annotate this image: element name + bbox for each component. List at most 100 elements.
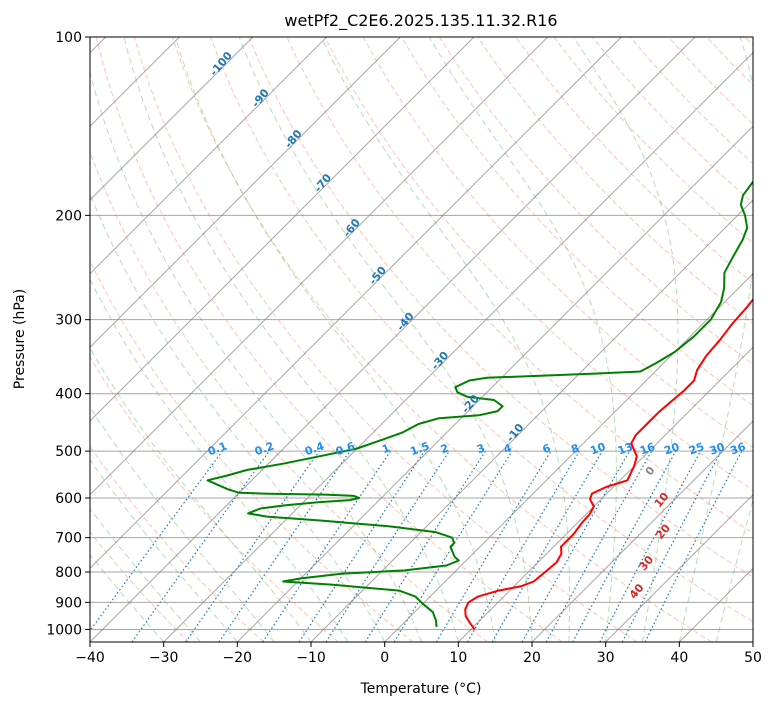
mixing-ratio-label: 0.4 bbox=[303, 439, 326, 458]
y-tick-label: 200 bbox=[55, 208, 82, 224]
dry-adiabat-line bbox=[515, 37, 753, 284]
isotherm-gridline bbox=[90, 37, 549, 496]
moist-adiabat-line bbox=[90, 406, 275, 642]
dry-adiabat-line bbox=[90, 356, 339, 642]
y-tick-label: 500 bbox=[55, 444, 82, 460]
x-tick-label: 40 bbox=[670, 650, 688, 666]
mixing-ratio-label: 3 bbox=[475, 442, 487, 457]
x-tick-label: −40 bbox=[75, 650, 105, 666]
dry-adiabat-line bbox=[171, 37, 712, 642]
mixing-ratio-line bbox=[545, 450, 653, 642]
moist-adiabat-line bbox=[320, 37, 571, 642]
dry-adiabat-line bbox=[210, 37, 753, 623]
dry-adiabat-line bbox=[324, 37, 753, 491]
dry-adiabat-line bbox=[90, 531, 190, 642]
mixing-ratio-label: 36 bbox=[728, 440, 747, 458]
mixing-ratio-line bbox=[131, 450, 270, 642]
mixing-ratio-label: 0.1 bbox=[206, 439, 229, 458]
mixing-ratio-label: 20 bbox=[662, 440, 681, 458]
x-tick-label: 10 bbox=[449, 650, 467, 666]
moist-adiabat-line bbox=[715, 497, 753, 642]
isotherm-gridline bbox=[236, 125, 753, 642]
y-tick-label: 100 bbox=[55, 30, 82, 46]
dry-adiabat-line bbox=[248, 37, 753, 578]
y-tick-label: 900 bbox=[55, 595, 82, 611]
moist-adiabat-line bbox=[90, 507, 201, 642]
mixing-ratio-label: 1.5 bbox=[408, 439, 431, 458]
mixing-ratio-line bbox=[325, 450, 450, 642]
moist-adiabat-line bbox=[123, 37, 459, 642]
isotherm-gridline bbox=[310, 199, 753, 642]
plot-frame bbox=[89, 36, 754, 643]
moist-adiabat-line bbox=[238, 37, 533, 642]
y-tick-label: 300 bbox=[55, 313, 82, 329]
mixing-ratio-label: 2 bbox=[439, 441, 451, 456]
mixing-ratio-line bbox=[218, 450, 351, 642]
dry-adiabat-line bbox=[90, 150, 488, 642]
isotherm-gridline bbox=[605, 493, 753, 642]
mixing-ratio-line bbox=[572, 450, 677, 642]
x-tick-label: −10 bbox=[296, 650, 326, 666]
isotherm-gridline bbox=[531, 420, 753, 642]
dry-adiabat-line bbox=[90, 445, 264, 642]
x-tick-label: 30 bbox=[597, 650, 615, 666]
mixing-ratio-line bbox=[185, 450, 320, 642]
mixing-ratio-line bbox=[262, 450, 392, 642]
dry-adiabat-line bbox=[133, 37, 638, 642]
isotherm-gridline bbox=[163, 51, 753, 642]
mixing-ratio-line bbox=[90, 450, 223, 632]
moist-adiabat-line bbox=[428, 37, 617, 642]
isotherm-gridline bbox=[90, 37, 696, 642]
y-tick-label: 1000 bbox=[46, 622, 82, 638]
dry-adiabat-line bbox=[95, 37, 563, 642]
mixing-ratio-label: 0.2 bbox=[253, 439, 276, 458]
moist-adiabat-line bbox=[90, 278, 349, 642]
isotherm-gridline bbox=[90, 37, 401, 349]
x-tick-label: 0 bbox=[380, 650, 389, 666]
x-tick-label: 20 bbox=[523, 650, 541, 666]
x-tick-label: −20 bbox=[223, 650, 253, 666]
mixing-ratio-label: 8 bbox=[569, 442, 581, 457]
mixing-ratio-label: 16 bbox=[638, 440, 657, 458]
mixing-ratio-label: 6 bbox=[541, 441, 553, 456]
isotherm-gridline bbox=[384, 272, 753, 642]
mixing-ratio-label: 25 bbox=[687, 440, 706, 457]
dry-adiabat-line bbox=[400, 37, 753, 407]
dewpoint-profile bbox=[206, 180, 753, 628]
mixing-ratio-line bbox=[393, 450, 513, 642]
y-tick-label: 800 bbox=[55, 565, 82, 581]
x-axis-label: Temperature (°C) bbox=[360, 681, 482, 697]
mixing-ratio-label: 4 bbox=[502, 441, 514, 456]
chart-title: wetPf2_C2E6.2025.135.11.32.R16 bbox=[284, 11, 557, 31]
y-tick-label: 700 bbox=[55, 531, 82, 547]
mixing-ratio-label: 10 bbox=[589, 440, 608, 458]
x-tick-label: −30 bbox=[149, 650, 179, 666]
temperature-profile bbox=[464, 297, 753, 630]
isotherm-gridline bbox=[90, 37, 254, 201]
mixing-ratio-label: 1 bbox=[380, 441, 392, 456]
mixing-ratio-line bbox=[298, 450, 425, 642]
moist-adiabat-line bbox=[90, 553, 165, 642]
isotherm-gridline bbox=[90, 37, 328, 275]
mixing-ratio-label: 13 bbox=[616, 440, 635, 457]
moist-adiabat-line bbox=[90, 459, 238, 642]
y-tick-label: 600 bbox=[55, 491, 82, 507]
isotherm-gridline bbox=[90, 37, 475, 422]
y-tick-label: 400 bbox=[55, 387, 82, 403]
mixing-ratio-line bbox=[521, 450, 631, 642]
mixing-ratio-label: 0.6 bbox=[334, 439, 357, 458]
y-axis-label: Pressure (hPa) bbox=[12, 289, 28, 389]
dry-adiabat-line bbox=[438, 37, 753, 366]
axis-ticks: −40 −30 −20 −10 0 10 20 30 40 50 1000 900 800 700 600 5… bbox=[46, 30, 762, 666]
moist-adiabat-line bbox=[174, 37, 496, 642]
moist-adiabat-line bbox=[90, 192, 386, 642]
moist-adiabat-line bbox=[678, 37, 753, 642]
isotherm-gridline bbox=[457, 346, 753, 642]
mixing-ratio-label: 30 bbox=[708, 440, 727, 458]
moist-adiabat-line bbox=[572, 37, 679, 642]
x-tick-label: 50 bbox=[744, 650, 762, 666]
moist-adiabat-line bbox=[90, 70, 422, 642]
mixing-ratio-line bbox=[644, 450, 743, 642]
